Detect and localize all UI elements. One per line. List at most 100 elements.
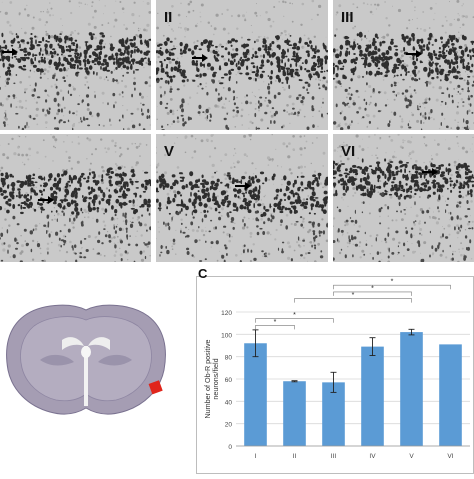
stained-cell	[123, 193, 126, 195]
tissue-speck	[86, 158, 87, 159]
tissue-speck	[347, 246, 348, 247]
stained-cell	[41, 193, 43, 195]
stained-cell	[457, 65, 459, 69]
tissue-speck	[458, 249, 459, 250]
stained-cell	[234, 102, 236, 105]
stained-cell	[412, 70, 415, 73]
stained-cell	[188, 48, 192, 51]
stained-cell	[273, 203, 277, 207]
tissue-speck	[431, 158, 433, 160]
stained-cell	[281, 55, 285, 59]
tissue-speck	[289, 2, 291, 4]
tissue-speck	[163, 134, 165, 136]
stained-cell	[29, 202, 33, 206]
tissue-speck	[313, 242, 315, 244]
stained-cell	[308, 221, 311, 223]
tissue-speck	[251, 162, 253, 164]
tissue-speck	[317, 243, 320, 246]
stained-cell	[197, 195, 201, 199]
tissue-speck	[65, 151, 67, 153]
tissue-speck	[47, 9, 48, 10]
stained-cell	[302, 86, 305, 88]
stained-cell	[394, 52, 398, 56]
tissue-speck	[123, 220, 125, 222]
tissue-speck	[376, 234, 378, 236]
stained-cell	[80, 208, 82, 212]
stained-cell	[23, 194, 27, 198]
stained-cell	[51, 211, 53, 213]
tissue-speck	[432, 67, 433, 68]
stained-cell	[412, 56, 414, 60]
stained-cell	[306, 88, 308, 91]
stained-cell	[210, 66, 214, 70]
stained-cell	[448, 46, 450, 48]
stained-cell	[204, 203, 208, 208]
tissue-speck	[106, 151, 108, 153]
tissue-speck	[307, 231, 310, 234]
stained-cell	[368, 71, 372, 76]
stained-cell	[126, 229, 127, 233]
stained-cell	[12, 216, 15, 220]
stained-cell	[109, 240, 112, 243]
stained-cell	[375, 56, 379, 60]
stained-cell	[2, 181, 6, 186]
stained-cell	[264, 48, 268, 51]
stained-cell	[312, 65, 315, 68]
stained-cell	[287, 208, 291, 210]
tissue-speck	[135, 143, 136, 144]
stained-cell	[229, 211, 232, 213]
tissue-speck	[56, 205, 57, 206]
stained-cell	[342, 102, 345, 105]
tissue-speck	[335, 86, 338, 89]
stained-cell	[192, 254, 194, 257]
tissue-speck	[180, 3, 182, 5]
tissue-speck	[368, 136, 370, 138]
stained-cell	[300, 79, 303, 81]
stained-cell	[55, 196, 58, 199]
stained-cell	[87, 125, 90, 127]
tissue-speck	[137, 35, 139, 37]
stained-cell	[48, 224, 50, 228]
significance-bracket	[256, 319, 334, 323]
tissue-speck	[45, 156, 47, 158]
tissue-speck	[147, 2, 150, 5]
stained-cell	[82, 195, 84, 198]
tissue-speck	[422, 11, 424, 13]
tissue-speck	[181, 56, 183, 58]
tissue-speck	[352, 187, 355, 190]
stained-cell	[200, 62, 203, 67]
stained-cell	[385, 191, 388, 193]
tissue-speck	[80, 2, 82, 4]
stained-cell	[412, 178, 414, 181]
tissue-speck	[205, 231, 206, 232]
stained-cell	[404, 66, 406, 69]
stained-cell	[13, 254, 16, 258]
tissue-speck	[284, 124, 285, 125]
stained-cell	[120, 240, 123, 243]
tissue-speck	[389, 136, 391, 138]
tissue-speck	[406, 207, 407, 208]
panel-label-ii: II	[164, 9, 172, 26]
stained-cell	[89, 111, 92, 115]
stained-cell	[296, 221, 299, 223]
tissue-speck	[467, 223, 470, 226]
stained-cell	[126, 50, 130, 54]
stained-cell	[402, 79, 405, 81]
tissue-speck	[462, 147, 465, 150]
stained-cell	[373, 41, 377, 43]
tissue-speck	[56, 112, 59, 115]
tissue-speck	[231, 236, 233, 238]
stained-cell	[32, 53, 34, 57]
tissue-speck	[241, 254, 242, 255]
stained-cell	[74, 175, 76, 177]
stained-cell	[177, 68, 180, 73]
stained-cell	[406, 162, 409, 164]
tissue-speck	[422, 115, 425, 118]
tissue-speck	[367, 3, 369, 5]
stained-cell	[470, 103, 472, 106]
stained-cell	[130, 235, 131, 237]
stained-cell	[301, 189, 303, 191]
stained-cell	[72, 64, 76, 66]
tissue-speck	[121, 68, 122, 69]
tissue-speck	[54, 215, 55, 216]
